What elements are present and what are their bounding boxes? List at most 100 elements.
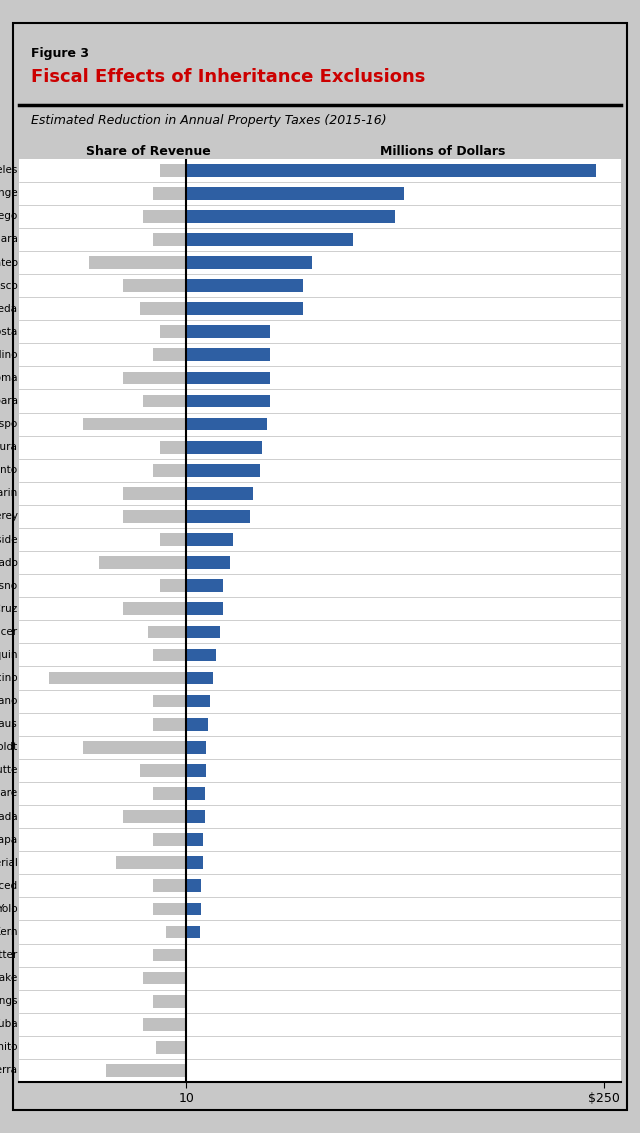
Bar xyxy=(153,463,186,477)
Bar xyxy=(153,695,186,707)
Bar xyxy=(186,279,303,292)
Bar xyxy=(143,210,186,223)
Text: Butte: Butte xyxy=(0,766,17,775)
Bar xyxy=(140,303,186,315)
Text: Santa Cruz: Santa Cruz xyxy=(0,604,17,614)
Text: Contra Costa: Contra Costa xyxy=(0,326,17,337)
Bar xyxy=(123,810,186,823)
Text: San Benito: San Benito xyxy=(0,1042,17,1053)
Bar xyxy=(140,764,186,777)
Text: Ventura: Ventura xyxy=(0,442,17,452)
Text: Placer: Placer xyxy=(0,627,17,637)
Bar xyxy=(186,487,253,500)
Bar xyxy=(186,672,213,684)
Text: San Diego: San Diego xyxy=(0,212,17,221)
Bar xyxy=(153,718,186,731)
Text: Nevada: Nevada xyxy=(0,811,17,821)
Bar xyxy=(153,787,186,800)
Bar xyxy=(143,1017,186,1031)
Bar xyxy=(186,741,206,753)
Text: Riverside: Riverside xyxy=(0,535,17,545)
Bar xyxy=(186,164,596,177)
Bar xyxy=(143,394,186,408)
Bar xyxy=(186,857,203,869)
Bar xyxy=(153,948,186,962)
Text: Lake: Lake xyxy=(0,973,17,983)
Text: Sonoma: Sonoma xyxy=(0,373,17,383)
Bar xyxy=(153,233,186,246)
Bar xyxy=(186,372,270,384)
Bar xyxy=(186,695,210,707)
Bar xyxy=(153,833,186,846)
Text: Millions of Dollars: Millions of Dollars xyxy=(380,145,506,157)
Bar xyxy=(153,995,186,1007)
Bar xyxy=(186,210,395,223)
Text: Merced: Merced xyxy=(0,880,17,891)
Text: Figure 3: Figure 3 xyxy=(31,46,89,60)
Bar xyxy=(186,903,202,915)
Bar xyxy=(186,603,223,615)
Bar xyxy=(186,441,262,453)
Bar xyxy=(153,349,186,361)
Text: Monterey: Monterey xyxy=(0,511,17,521)
Bar xyxy=(123,510,186,522)
Bar xyxy=(166,926,186,938)
Bar xyxy=(106,1064,186,1076)
Text: Sierra: Sierra xyxy=(0,1065,17,1075)
Bar xyxy=(186,833,203,846)
Bar xyxy=(186,303,303,315)
Bar xyxy=(49,672,186,684)
Bar xyxy=(143,972,186,985)
Bar xyxy=(159,441,186,453)
Text: Yolo: Yolo xyxy=(0,904,17,914)
Bar xyxy=(186,463,260,477)
Bar xyxy=(186,810,205,823)
Bar xyxy=(153,187,186,199)
Bar xyxy=(186,349,270,361)
Text: Estimated Reduction in Annual Property Taxes (2015-16): Estimated Reduction in Annual Property T… xyxy=(31,114,387,127)
Bar xyxy=(153,903,186,915)
Bar xyxy=(159,579,186,593)
Bar xyxy=(90,256,186,269)
Bar xyxy=(186,233,353,246)
Text: Los Angeles: Los Angeles xyxy=(0,165,17,176)
Text: Stanislaus: Stanislaus xyxy=(0,719,17,730)
Text: El Dorado: El Dorado xyxy=(0,557,17,568)
Bar xyxy=(153,648,186,662)
Text: Sutter: Sutter xyxy=(0,951,17,960)
Bar xyxy=(123,372,186,384)
Bar xyxy=(159,164,186,177)
Bar xyxy=(186,394,270,408)
Text: Imperial: Imperial xyxy=(0,858,17,868)
Text: Share of Revenue: Share of Revenue xyxy=(86,145,211,157)
Bar xyxy=(156,1041,186,1054)
Text: San Luis Obispo: San Luis Obispo xyxy=(0,419,17,429)
Text: Yuba: Yuba xyxy=(0,1020,17,1029)
Bar xyxy=(186,325,270,338)
Bar xyxy=(116,857,186,869)
Text: Mendocino: Mendocino xyxy=(0,673,17,683)
Text: Alameda: Alameda xyxy=(0,304,17,314)
Bar xyxy=(186,764,206,777)
Bar xyxy=(186,187,404,199)
Bar xyxy=(123,487,186,500)
Text: Santa Barbara: Santa Barbara xyxy=(0,397,17,406)
Text: Sacramento: Sacramento xyxy=(0,466,17,475)
Bar xyxy=(186,579,223,593)
Bar xyxy=(123,603,186,615)
Text: Orange: Orange xyxy=(0,188,17,198)
Text: Kings: Kings xyxy=(0,996,17,1006)
Bar xyxy=(186,879,202,892)
Bar xyxy=(123,279,186,292)
Bar xyxy=(83,418,186,431)
Bar xyxy=(186,556,230,569)
Text: San Joaquin: San Joaquin xyxy=(0,650,17,659)
Text: Fresno: Fresno xyxy=(0,581,17,590)
Text: Napa: Napa xyxy=(0,835,17,844)
Bar xyxy=(159,534,186,546)
Bar xyxy=(186,510,250,522)
Bar xyxy=(186,787,205,800)
Text: Marin: Marin xyxy=(0,488,17,499)
Text: Fiscal Effects of Inheritance Exclusions: Fiscal Effects of Inheritance Exclusions xyxy=(31,68,426,86)
Text: Humboldt: Humboldt xyxy=(0,742,17,752)
